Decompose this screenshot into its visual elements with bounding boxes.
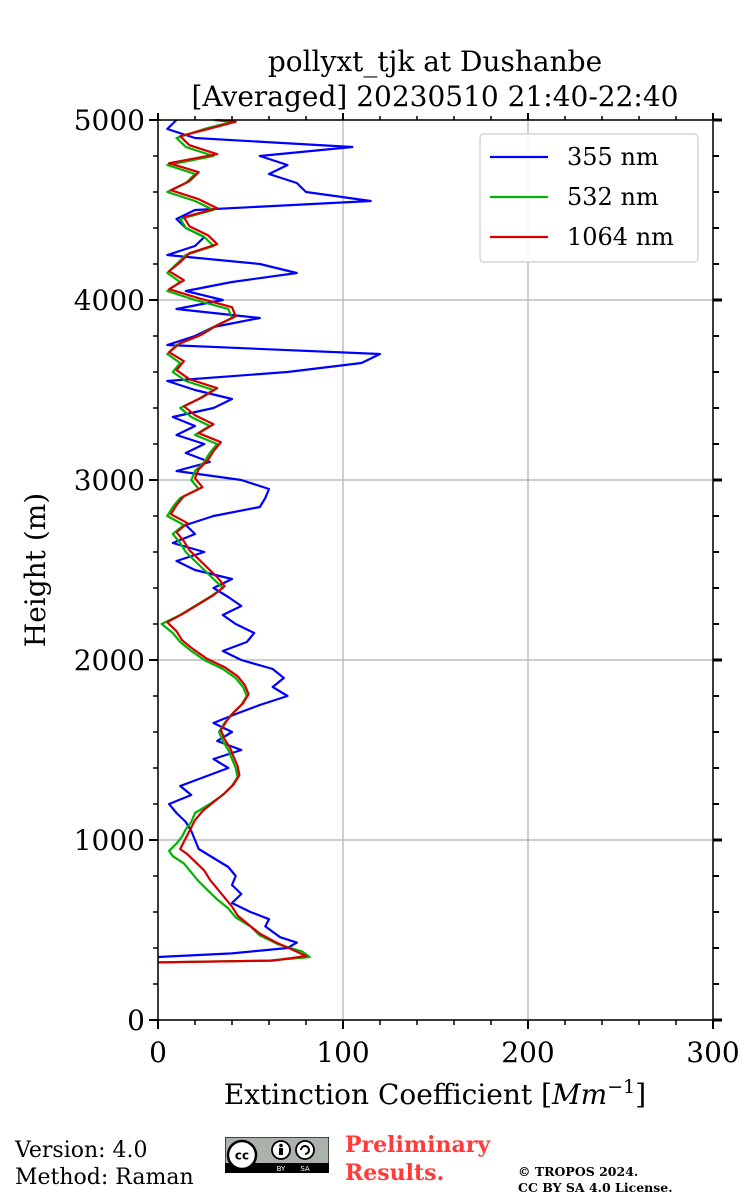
y-tick-label: 5000 [74,104,145,137]
cc-circle-icon [226,1139,258,1171]
copyright-line2: CC BY SA 4.0 License. [518,1180,673,1195]
y-tick-label: 4000 [74,284,145,317]
version-text: Version: 4.0 [15,1138,148,1163]
copyright-note: © TROPOS 2024. CC BY SA 4.0 License. [518,1164,673,1196]
method-text: Method: Raman [15,1165,194,1190]
y-tick-label: 2000 [74,644,145,677]
footer-info: Version: 4.0 Method: Raman [15,1137,194,1191]
copyright-line1: © TROPOS 2024. [518,1164,639,1179]
preliminary-line2: Results. [345,1160,445,1186]
extinction-profile-chart: pollyxt_tjk at Dushanbe [Averaged] 20230… [19,45,740,1111]
preliminary-results-note: Preliminary Results. [345,1131,490,1187]
share-alike-icon [295,1140,315,1160]
cc-sa-text: SA [300,1165,310,1173]
legend-label-532: 532 nm [567,183,659,211]
axis-ticks [149,113,722,1029]
legend-box [479,133,699,263]
x-tick-label: 200 [501,1036,554,1069]
x-axis-label: Extinction Coefficient [Mm−1] [224,1076,646,1111]
cc-logo-text: cc [235,1149,249,1163]
series-line-355-nm [157,119,382,959]
series-layer [157,118,382,964]
chart-title-line2: [Averaged] 20230510 21:40-22:40 [192,80,679,113]
x-tick-label: 300 [686,1036,739,1069]
cc-by-sa-license-icon: cc BY SA [225,1137,329,1173]
y-tick-label: 3000 [74,464,145,497]
preliminary-line1: Preliminary [345,1132,491,1158]
chart-title-line1: pollyxt_tjk at Dushanbe [268,45,602,78]
legend: 355 nm 532 nm 1064 nm [479,133,699,263]
y-tick-label: 0 [127,1004,145,1037]
y-axis-label: Height (m) [19,493,52,647]
x-tick-label: 100 [316,1036,369,1069]
y-tick-label: 1000 [74,824,145,857]
legend-label-1064: 1064 nm [567,223,674,251]
x-tick-label: 0 [149,1036,167,1069]
cc-by-text: BY [277,1165,286,1173]
plot-frame [157,119,714,1021]
legend-label-355: 355 nm [567,143,659,171]
series-line-1064-nm [157,118,308,964]
series-line-532-nm [157,118,311,964]
